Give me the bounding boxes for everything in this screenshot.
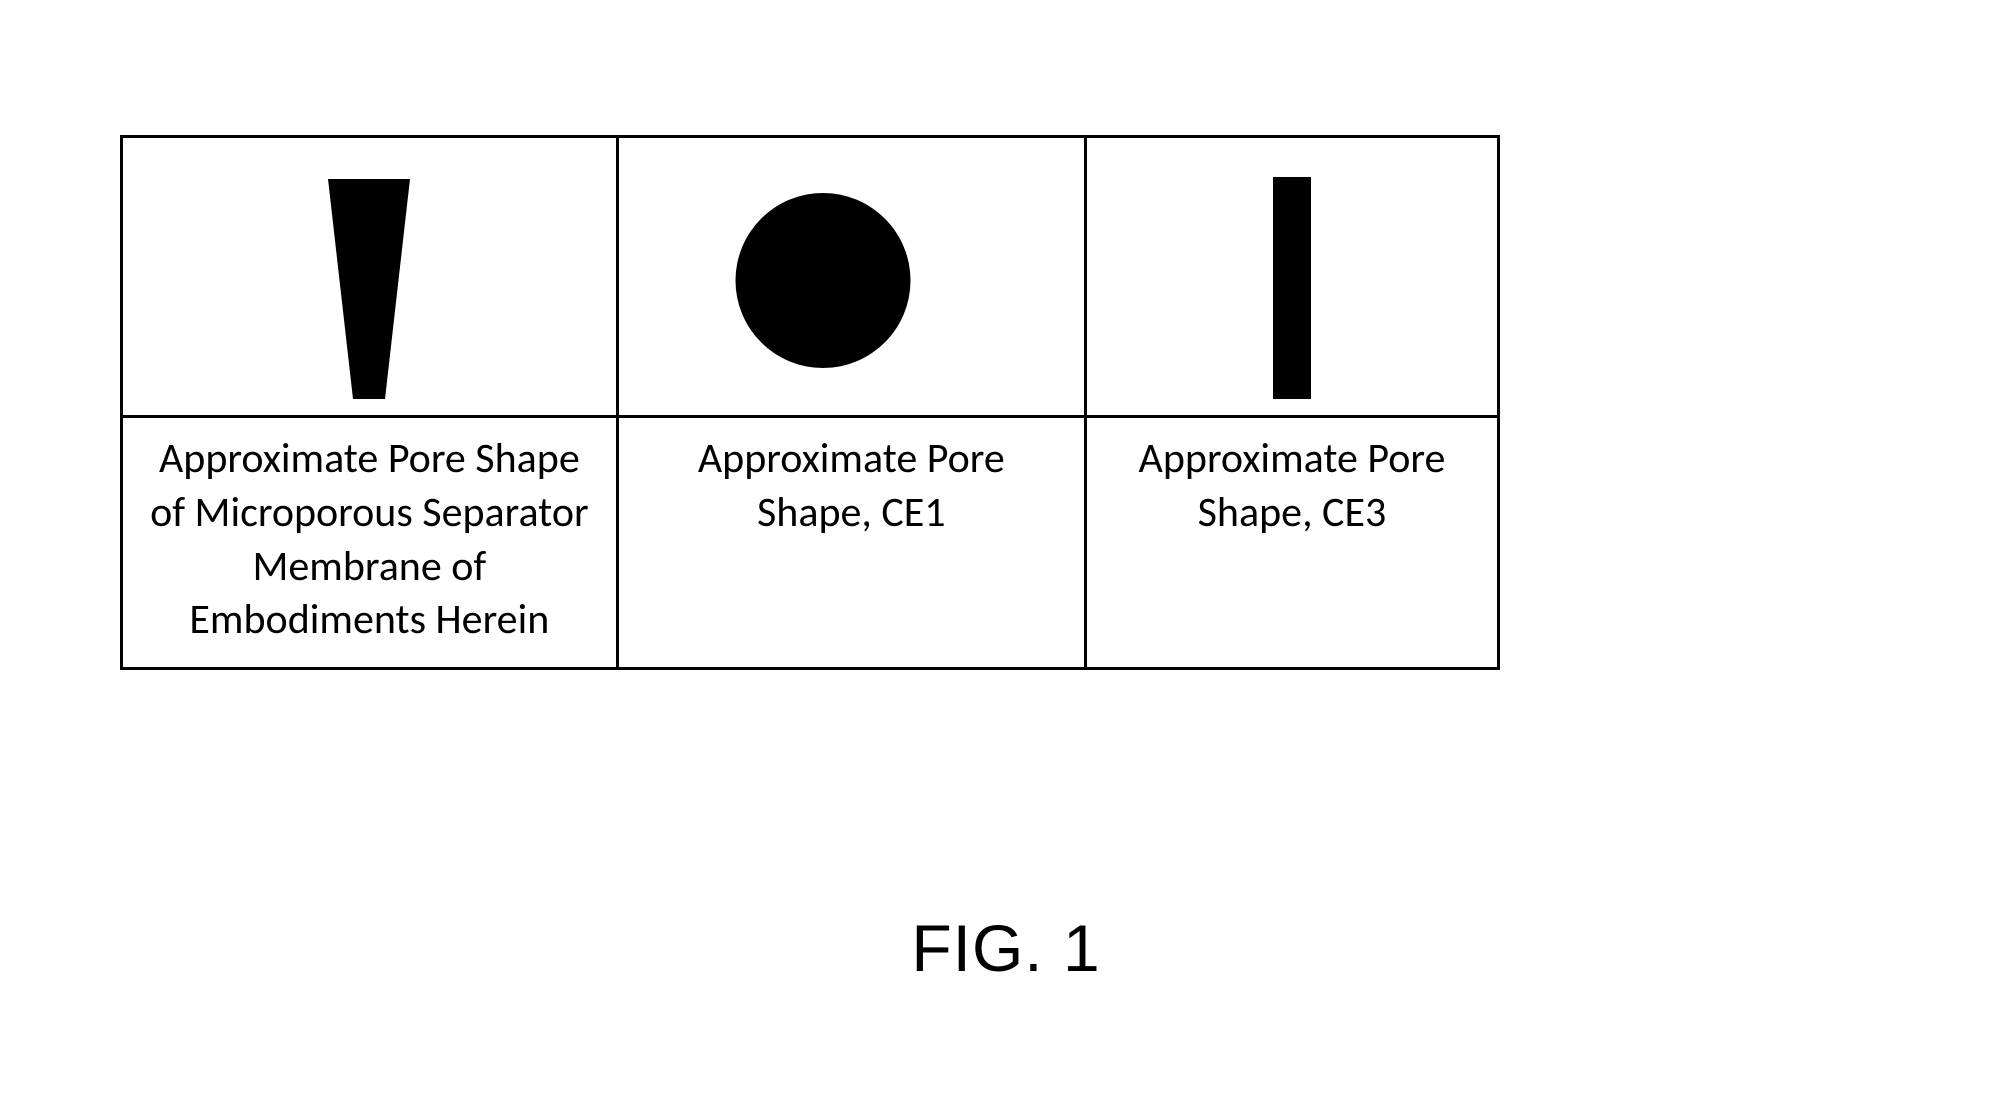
label-cell-1: Approximate Pore Shape of Microporous Se…	[122, 417, 618, 669]
shape-cell-3	[1085, 137, 1498, 417]
rectangle-shape	[1192, 147, 1392, 407]
label-cell-3: Approximate Pore Shape, CE3	[1085, 417, 1498, 669]
label-row: Approximate Pore Shape of Microporous Se…	[122, 417, 1499, 669]
pore-shape-table: Approximate Pore Shape of Microporous Se…	[120, 135, 1500, 670]
label-text-1: Approximate Pore Shape of Microporous Se…	[143, 432, 596, 647]
figure-caption: FIG. 1	[0, 910, 2012, 986]
trapezoid-shape	[269, 147, 469, 407]
shape-row	[122, 137, 1499, 417]
circle-shape-container	[619, 138, 1084, 415]
label-text-3: Approximate Pore Shape, CE3	[1107, 432, 1477, 540]
shape-cell-1	[122, 137, 618, 417]
label-cell-2: Approximate Pore Shape, CE1	[617, 417, 1085, 669]
figure-container: Approximate Pore Shape of Microporous Se…	[120, 135, 1500, 670]
rectangle-shape-container	[1087, 138, 1497, 415]
shape-cell-2	[617, 137, 1085, 417]
label-text-2: Approximate Pore Shape, CE1	[639, 432, 1064, 540]
trapezoid-shape-container	[123, 138, 616, 415]
circle-shape	[701, 147, 1001, 407]
